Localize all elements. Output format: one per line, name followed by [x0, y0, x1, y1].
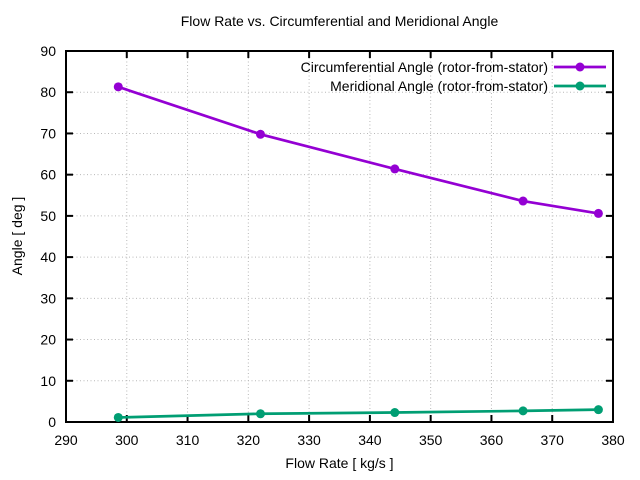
legend-label: Circumferential Angle (rotor-from-stator… — [301, 59, 548, 75]
y-tick-label: 20 — [40, 332, 56, 348]
data-point — [255, 409, 265, 419]
chart-title: Flow Rate vs. Circumferential and Meridi… — [180, 13, 499, 29]
y-tick-label: 10 — [40, 373, 56, 389]
legend-sample-marker — [575, 62, 585, 72]
plot-border — [65, 50, 614, 423]
x-tick-label: 380 — [601, 432, 625, 448]
y-tick-label: 50 — [40, 208, 56, 224]
y-tick-label: 40 — [40, 249, 56, 265]
y-tick-label: 30 — [40, 290, 56, 306]
data-point — [255, 129, 265, 139]
y-tick-label: 0 — [48, 414, 56, 430]
data-point — [518, 406, 528, 416]
y-tick-label: 80 — [40, 84, 56, 100]
data-point — [593, 405, 603, 415]
data-point — [113, 82, 123, 92]
data-point — [518, 196, 528, 206]
x-tick-label: 370 — [541, 432, 565, 448]
y-axis-label: Angle [ deg ] — [9, 196, 25, 276]
legend-label: Meridional Angle (rotor-from-stator) — [330, 78, 548, 94]
legend-sample-marker — [575, 81, 585, 91]
x-tick-label: 360 — [480, 432, 504, 448]
y-tick-label: 70 — [40, 125, 56, 141]
x-tick-label: 300 — [115, 432, 139, 448]
y-tick-label: 90 — [40, 43, 56, 59]
x-tick-label: 350 — [419, 432, 443, 448]
data-point — [113, 412, 123, 422]
x-axis-label: Flow Rate [ kg/s ] — [285, 455, 394, 471]
data-point — [390, 408, 400, 418]
data-point — [593, 208, 603, 218]
series-line — [117, 85, 599, 215]
y-tick-label: 60 — [40, 167, 56, 183]
x-tick-label: 310 — [176, 432, 200, 448]
x-tick-label: 340 — [358, 432, 382, 448]
x-tick-label: 290 — [54, 432, 78, 448]
data-point — [390, 164, 400, 174]
x-tick-label: 330 — [297, 432, 321, 448]
x-tick-label: 320 — [237, 432, 261, 448]
